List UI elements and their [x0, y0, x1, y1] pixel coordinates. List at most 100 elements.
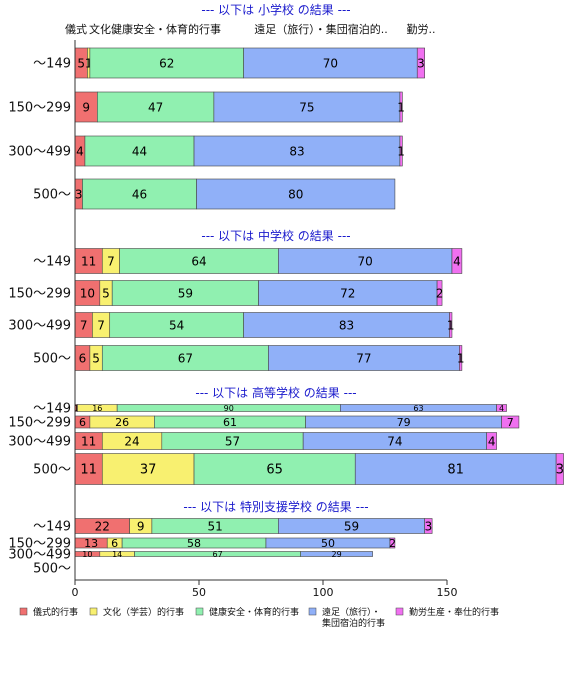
- segment-value-label: 4: [488, 434, 496, 448]
- segment-value-label: 70: [323, 56, 338, 70]
- segment-value-label: 83: [289, 144, 304, 158]
- category-label: 500～: [33, 352, 71, 367]
- segment-value-label: 3: [75, 187, 83, 201]
- x-tick-label: 0: [72, 586, 79, 599]
- segment-value-label: 83: [339, 318, 354, 332]
- segment-value-label: 51: [207, 519, 222, 533]
- segment-value-label: 74: [387, 434, 402, 448]
- bar-row: ～149 1 16 90 63 4: [33, 401, 507, 416]
- segment-value-label: 63: [413, 404, 423, 413]
- segment-value-label: 47: [148, 100, 163, 114]
- legend-label: 勤労生産・奉仕的行事: [409, 606, 499, 618]
- segment-value-label: 80: [288, 187, 303, 201]
- segment-value-label: 7: [80, 318, 88, 332]
- category-label: ～149: [33, 255, 71, 270]
- segment-value-label: 2: [436, 286, 444, 300]
- segment-value-label: 54: [169, 318, 184, 332]
- segment-value-label: 72: [340, 286, 355, 300]
- category-label: 500～: [33, 463, 71, 478]
- legend-item: 文化（学芸）的行事: [89, 606, 184, 618]
- segment-value-label: 5: [102, 286, 110, 300]
- bar-segment: [399, 135, 403, 167]
- legend-swatch: [19, 607, 28, 616]
- segment-value-label: 16: [92, 404, 102, 413]
- category-label: 150～299: [8, 101, 71, 116]
- segment-value-label: 4: [453, 254, 461, 268]
- segment-value-label: 1: [447, 318, 455, 332]
- segment-value-label: 3: [417, 56, 425, 70]
- bar-segment: [74, 453, 103, 485]
- segment-value-label: 3: [425, 519, 433, 533]
- category-label: 300～499: [8, 145, 71, 160]
- bar-row: ～149 22 9 51 59 3: [33, 518, 433, 535]
- bar-segment: [416, 47, 425, 79]
- segment-value-label: 11: [81, 254, 96, 268]
- top-series-label: 健康安全・体育的行事: [111, 22, 221, 36]
- segment-value-label: 5: [92, 351, 100, 365]
- segment-value-label: 1: [457, 351, 465, 365]
- segment-value-label: 6: [111, 537, 118, 550]
- bar-segment: [459, 345, 463, 371]
- panel-title: --- 以下は 中学校 の結果 ---: [201, 228, 350, 243]
- top-series-label: 遠足（旅行）・集団宿泊的..: [254, 22, 388, 36]
- segment-value-label: 1: [397, 144, 405, 158]
- bar-segment: [496, 404, 507, 412]
- segment-value-label: 62: [159, 56, 174, 70]
- x-axis: 0 50 100 150: [72, 40, 458, 599]
- segment-value-label: 29: [332, 550, 342, 559]
- segment-value-label: 75: [299, 100, 314, 114]
- bar-segment: [451, 248, 463, 274]
- top-series-label: 文化..: [89, 22, 118, 36]
- bar-row: 500～ 11 37 65 81 3: [33, 453, 564, 485]
- bar-row: 300～499 10 14 67 29: [8, 547, 373, 562]
- bar-row: 500～ 3 46 80: [33, 178, 396, 210]
- category-label: 500～: [33, 561, 71, 576]
- segment-value-label: 61: [223, 416, 237, 429]
- legend-label: 健康安全・体育的行事: [209, 606, 299, 618]
- segment-value-label: 37: [140, 463, 157, 478]
- category-label: ～149: [33, 520, 71, 535]
- legend-item: 儀式的行事: [19, 606, 78, 618]
- legend-swatch: [308, 607, 317, 616]
- segment-value-label: 6: [79, 416, 86, 429]
- legend-item: 勤労生産・奉仕的行事: [395, 606, 499, 618]
- bar-segment: [97, 91, 215, 123]
- bar-segment: [501, 415, 520, 429]
- segment-value-label: 65: [266, 463, 283, 478]
- segment-value-label: 90: [224, 404, 234, 413]
- category-label: 150～299: [8, 536, 71, 551]
- category-label: 300～499: [8, 319, 71, 334]
- segment-value-label: 22: [95, 519, 110, 533]
- category-label: 150～299: [8, 415, 71, 430]
- top-series-label: 儀式: [65, 22, 87, 36]
- x-tick-label: 150: [437, 586, 458, 599]
- segment-value-label: 79: [397, 416, 411, 429]
- bar-segment: [74, 280, 101, 306]
- segment-value-label: 67: [213, 550, 223, 559]
- legend-label: 集団宿泊的行事: [322, 617, 385, 629]
- category-label: ～149: [33, 401, 71, 416]
- segment-value-label: 67: [178, 351, 193, 365]
- segment-value-label: 13: [84, 537, 98, 550]
- segment-value-label: 59: [178, 286, 193, 300]
- bar-segment: [354, 453, 557, 485]
- bar-segment: [268, 345, 460, 371]
- segment-value-label: 10: [82, 550, 92, 559]
- x-tick-label: 50: [192, 586, 206, 599]
- segment-value-label: 1: [85, 56, 93, 70]
- panel-title: --- 以下は 小学校 の結果 ---: [201, 2, 350, 17]
- bar-segment: [449, 312, 453, 338]
- segment-value-label: 4: [499, 404, 504, 413]
- category-label: 150～299: [8, 287, 71, 302]
- bar-row: 500～ 6 5 67 77 1: [33, 345, 465, 371]
- top-series-label: 勤労..: [407, 22, 436, 36]
- segment-value-label: 3: [556, 463, 564, 478]
- segment-value-label: 1: [74, 404, 79, 413]
- segment-value-label: 7: [97, 318, 105, 332]
- segment-value-label: 5: [77, 56, 85, 70]
- bar-row: ～149 5 1 62 70 3: [33, 47, 425, 79]
- segment-value-label: 57: [225, 434, 240, 448]
- bar-segment: [193, 453, 356, 485]
- bar-segment: [555, 453, 564, 485]
- segment-value-label: 50: [321, 537, 335, 550]
